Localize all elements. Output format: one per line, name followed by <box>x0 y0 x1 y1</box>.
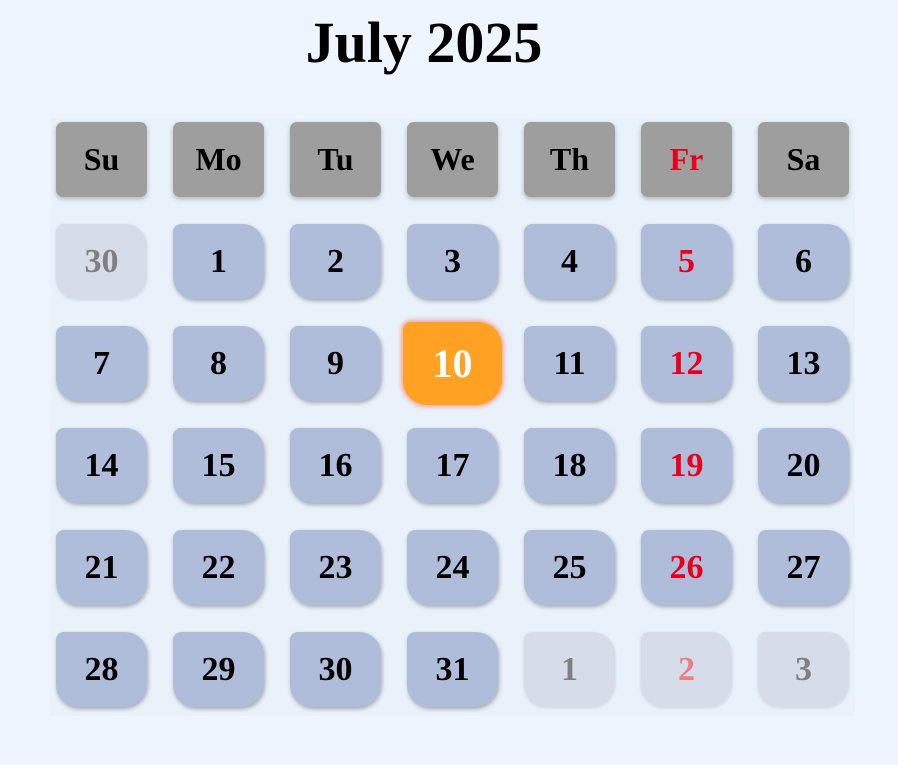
day-cell[interactable]: 2 <box>290 224 381 299</box>
weekday-header-su: Su <box>56 122 147 197</box>
day-cell-outside-month[interactable]: 30 <box>56 224 147 299</box>
day-cell[interactable]: 26 <box>641 530 732 605</box>
day-cell[interactable]: 21 <box>56 530 147 605</box>
day-cell[interactable]: 27 <box>758 530 849 605</box>
day-cell[interactable]: 24 <box>407 530 498 605</box>
day-cell-outside-month[interactable]: 1 <box>524 632 615 707</box>
day-cell[interactable]: 3 <box>407 224 498 299</box>
weekday-header-mo: Mo <box>173 122 264 197</box>
day-cell-outside-month[interactable]: 2 <box>641 632 732 707</box>
day-cell[interactable]: 16 <box>290 428 381 503</box>
day-cell[interactable]: 14 <box>56 428 147 503</box>
day-cell[interactable]: 29 <box>173 632 264 707</box>
weekday-header-th: Th <box>524 122 615 197</box>
day-cell[interactable]: 15 <box>173 428 264 503</box>
day-cell[interactable]: 12 <box>641 326 732 401</box>
day-cell[interactable]: 5 <box>641 224 732 299</box>
weekday-header-sa: Sa <box>758 122 849 197</box>
day-cell[interactable]: 25 <box>524 530 615 605</box>
day-cell[interactable]: 23 <box>290 530 381 605</box>
day-cell[interactable]: 17 <box>407 428 498 503</box>
calendar-grid: Su Mo Tu We Th Fr Sa 30 1 2 3 4 5 6 7 8 9 10 11 12 13 14 15 16 1… <box>50 118 855 716</box>
day-cell-outside-month[interactable]: 3 <box>758 632 849 707</box>
day-cell[interactable]: 4 <box>524 224 615 299</box>
day-cell[interactable]: 28 <box>56 632 147 707</box>
weekday-header-tu: Tu <box>290 122 381 197</box>
day-cell-today[interactable]: 10 <box>403 322 502 405</box>
day-cell[interactable]: 7 <box>56 326 147 401</box>
day-cell[interactable]: 13 <box>758 326 849 401</box>
day-cell[interactable]: 6 <box>758 224 849 299</box>
day-cell[interactable]: 1 <box>173 224 264 299</box>
day-cell[interactable]: 20 <box>758 428 849 503</box>
weekday-header-we: We <box>407 122 498 197</box>
day-cell[interactable]: 9 <box>290 326 381 401</box>
day-cell[interactable]: 11 <box>524 326 615 401</box>
weekday-header-fr: Fr <box>641 122 732 197</box>
day-cell[interactable]: 22 <box>173 530 264 605</box>
day-cell[interactable]: 30 <box>290 632 381 707</box>
day-cell[interactable]: 8 <box>173 326 264 401</box>
calendar-title: July 2025 <box>305 10 543 75</box>
day-cell[interactable]: 31 <box>407 632 498 707</box>
day-cell[interactable]: 19 <box>641 428 732 503</box>
day-cell[interactable]: 18 <box>524 428 615 503</box>
